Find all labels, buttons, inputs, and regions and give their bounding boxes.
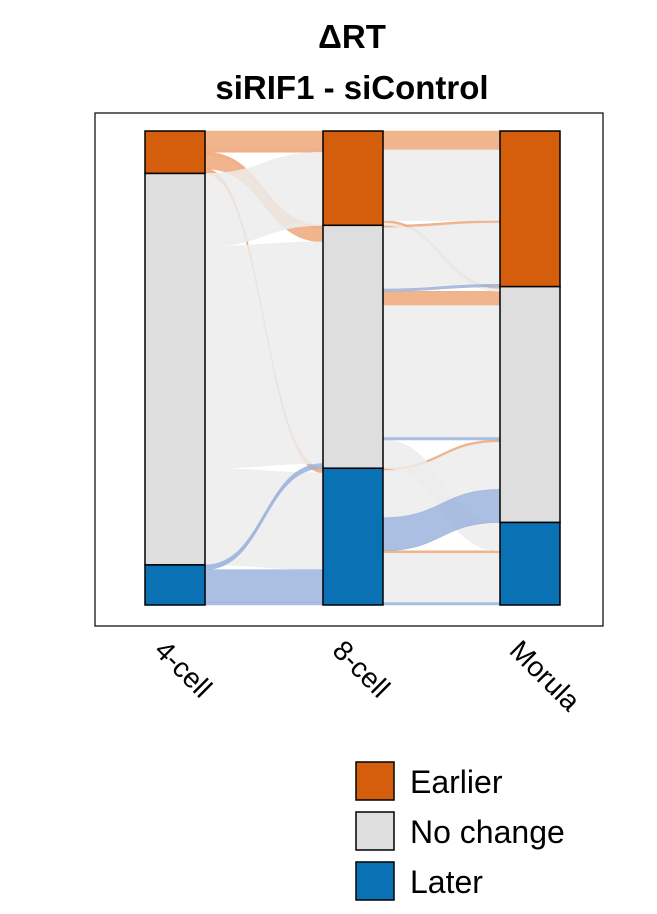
stratum-morula-earlier	[499, 130, 561, 288]
flow-nochange-earlier-earlier-seg2	[382, 149, 501, 221]
flow-nochange-nochange-nochange-seg2	[382, 305, 501, 438]
flow-later-later-nochange-seg1	[204, 569, 324, 603]
flow-nochange-nochange-nochange-seg1	[204, 302, 324, 441]
x-axis-ticks: 4-cell 8-cell Morula	[149, 634, 587, 717]
flow-nochange-nochange-earlier-seg2	[382, 222, 501, 290]
flow-earlier-earlier-earlier-seg1	[204, 130, 324, 151]
stratum-4-cell-earlier	[144, 130, 206, 175]
stratum-4-cell-later	[144, 564, 206, 606]
flows-layer	[204, 130, 501, 606]
legend: Earlier No change Later	[355, 761, 565, 901]
legend-label-later: Later	[410, 864, 483, 900]
x-tick-label-4-cell: 4-cell	[149, 634, 218, 703]
flow-earlier-earlier-earlier-seg2	[382, 130, 501, 151]
flow-later-later-later-seg1	[204, 602, 324, 606]
stratum-4-cell-no-change	[144, 172, 206, 566]
flow-later-later-later-seg2	[382, 602, 501, 606]
x-tick-label-8-cell: 8-cell	[327, 634, 396, 703]
legend-label-no-change: No change	[410, 814, 565, 850]
legend-label-earlier: Earlier	[410, 764, 503, 800]
stratum-morula-no-change	[499, 285, 561, 524]
flow-nochange-nochange-later-seg1	[204, 434, 324, 469]
chart-subtitle: siRIF1 - siControl	[215, 69, 488, 106]
stratum-morula-later	[499, 521, 561, 606]
x-tick-label-morula: Morula	[504, 634, 587, 717]
stratum-8-cell-earlier	[322, 130, 384, 227]
flow-nochange-nochange-earlier-seg1	[204, 241, 324, 309]
chart-title: ΔRT	[318, 18, 386, 55]
flow-later-nochange-nochange-seg2	[382, 437, 501, 441]
strata-layer	[144, 130, 561, 606]
flow-nochange-later-nochange-seg1	[204, 467, 324, 521]
flow-earlier-later-later-seg2	[382, 550, 501, 554]
flow-nochange-later-later-seg2	[382, 552, 501, 603]
legend-swatch-earlier	[355, 761, 395, 801]
stratum-8-cell-later	[322, 467, 384, 606]
stratum-8-cell-no-change	[322, 224, 384, 469]
flow-earlier-nochange-nochange-seg2	[382, 291, 501, 306]
flow-earlier-earlier-nochange-seg1	[204, 149, 324, 153]
legend-swatch-no-change	[355, 811, 395, 851]
legend-swatch-later	[355, 861, 395, 901]
